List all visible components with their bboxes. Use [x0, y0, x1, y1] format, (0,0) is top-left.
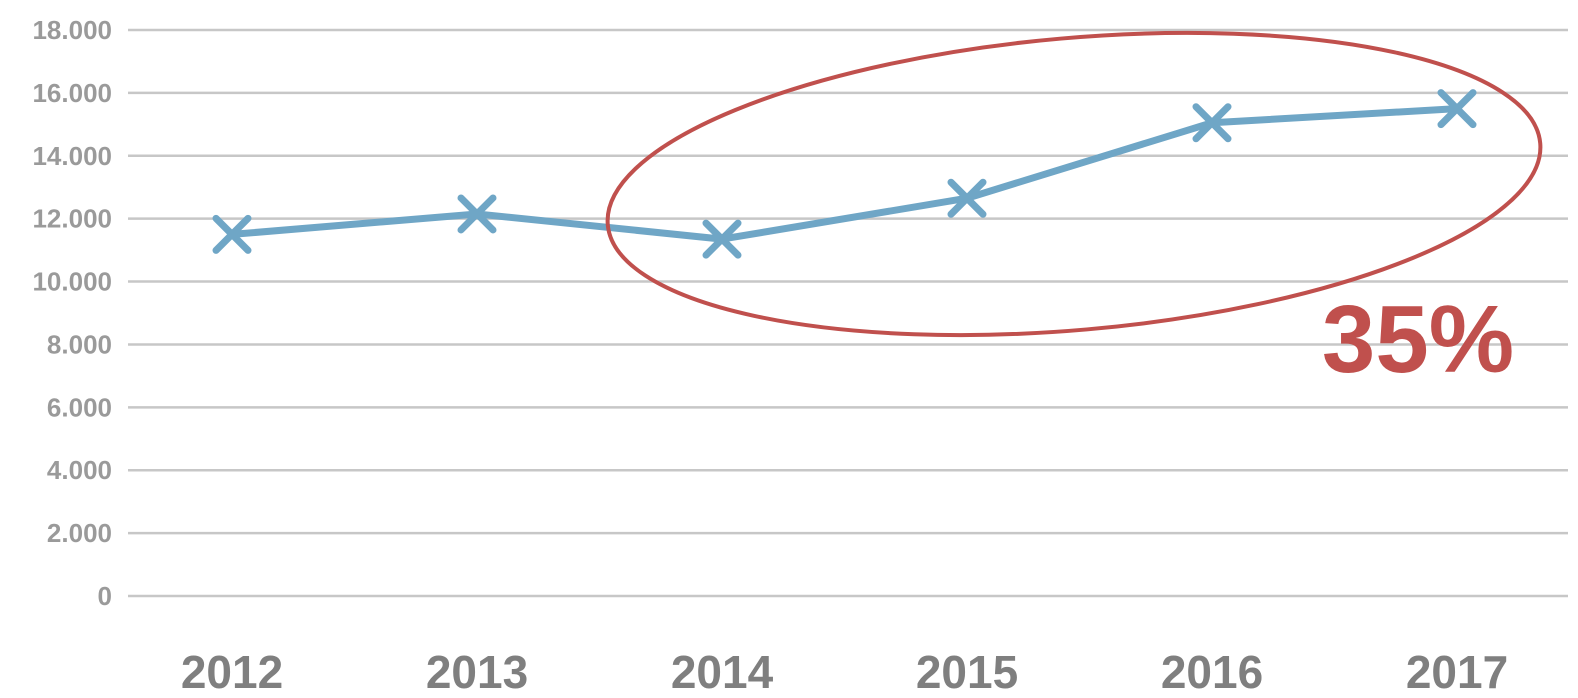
x-tick-label: 2013 [426, 646, 528, 698]
y-tick-label: 2.000 [47, 518, 112, 548]
data-point-marker [212, 214, 252, 254]
y-tick-label: 10.000 [32, 267, 112, 297]
y-tick-label: 0 [98, 581, 112, 611]
annotation-label: 35% [1322, 286, 1514, 393]
data-point-marker [702, 219, 742, 259]
y-tick-label: 18.000 [32, 15, 112, 45]
y-tick-label: 8.000 [47, 329, 112, 359]
annotation-group: 35% [605, 30, 1543, 393]
data-point-marker [1437, 89, 1477, 129]
series-group [212, 89, 1477, 259]
y-tick-label: 12.000 [32, 204, 112, 234]
x-tick-label: 2017 [1406, 646, 1508, 698]
data-point-marker [1192, 103, 1232, 143]
data-point-marker [457, 194, 497, 234]
y-axis-tick-labels: 0 2.000 4.000 6.000 8.000 10.000 12.000 14.000 1… [32, 15, 112, 611]
series-line [228, 105, 1461, 243]
y-tick-label: 6.000 [47, 392, 112, 422]
x-tick-label: 2016 [1161, 646, 1263, 698]
y-tick-label: 14.000 [32, 141, 112, 171]
x-tick-label: 2015 [916, 646, 1018, 698]
x-tick-label: 2012 [181, 646, 283, 698]
x-axis-tick-labels: 2012 2013 2014 2015 2016 2017 [181, 646, 1508, 698]
x-tick-label: 2014 [671, 646, 774, 698]
gridlines [128, 28, 1568, 598]
highlight-ellipse [605, 30, 1543, 338]
data-point-marker [947, 178, 987, 218]
y-tick-label: 4.000 [47, 455, 112, 485]
y-tick-label: 16.000 [32, 78, 112, 108]
